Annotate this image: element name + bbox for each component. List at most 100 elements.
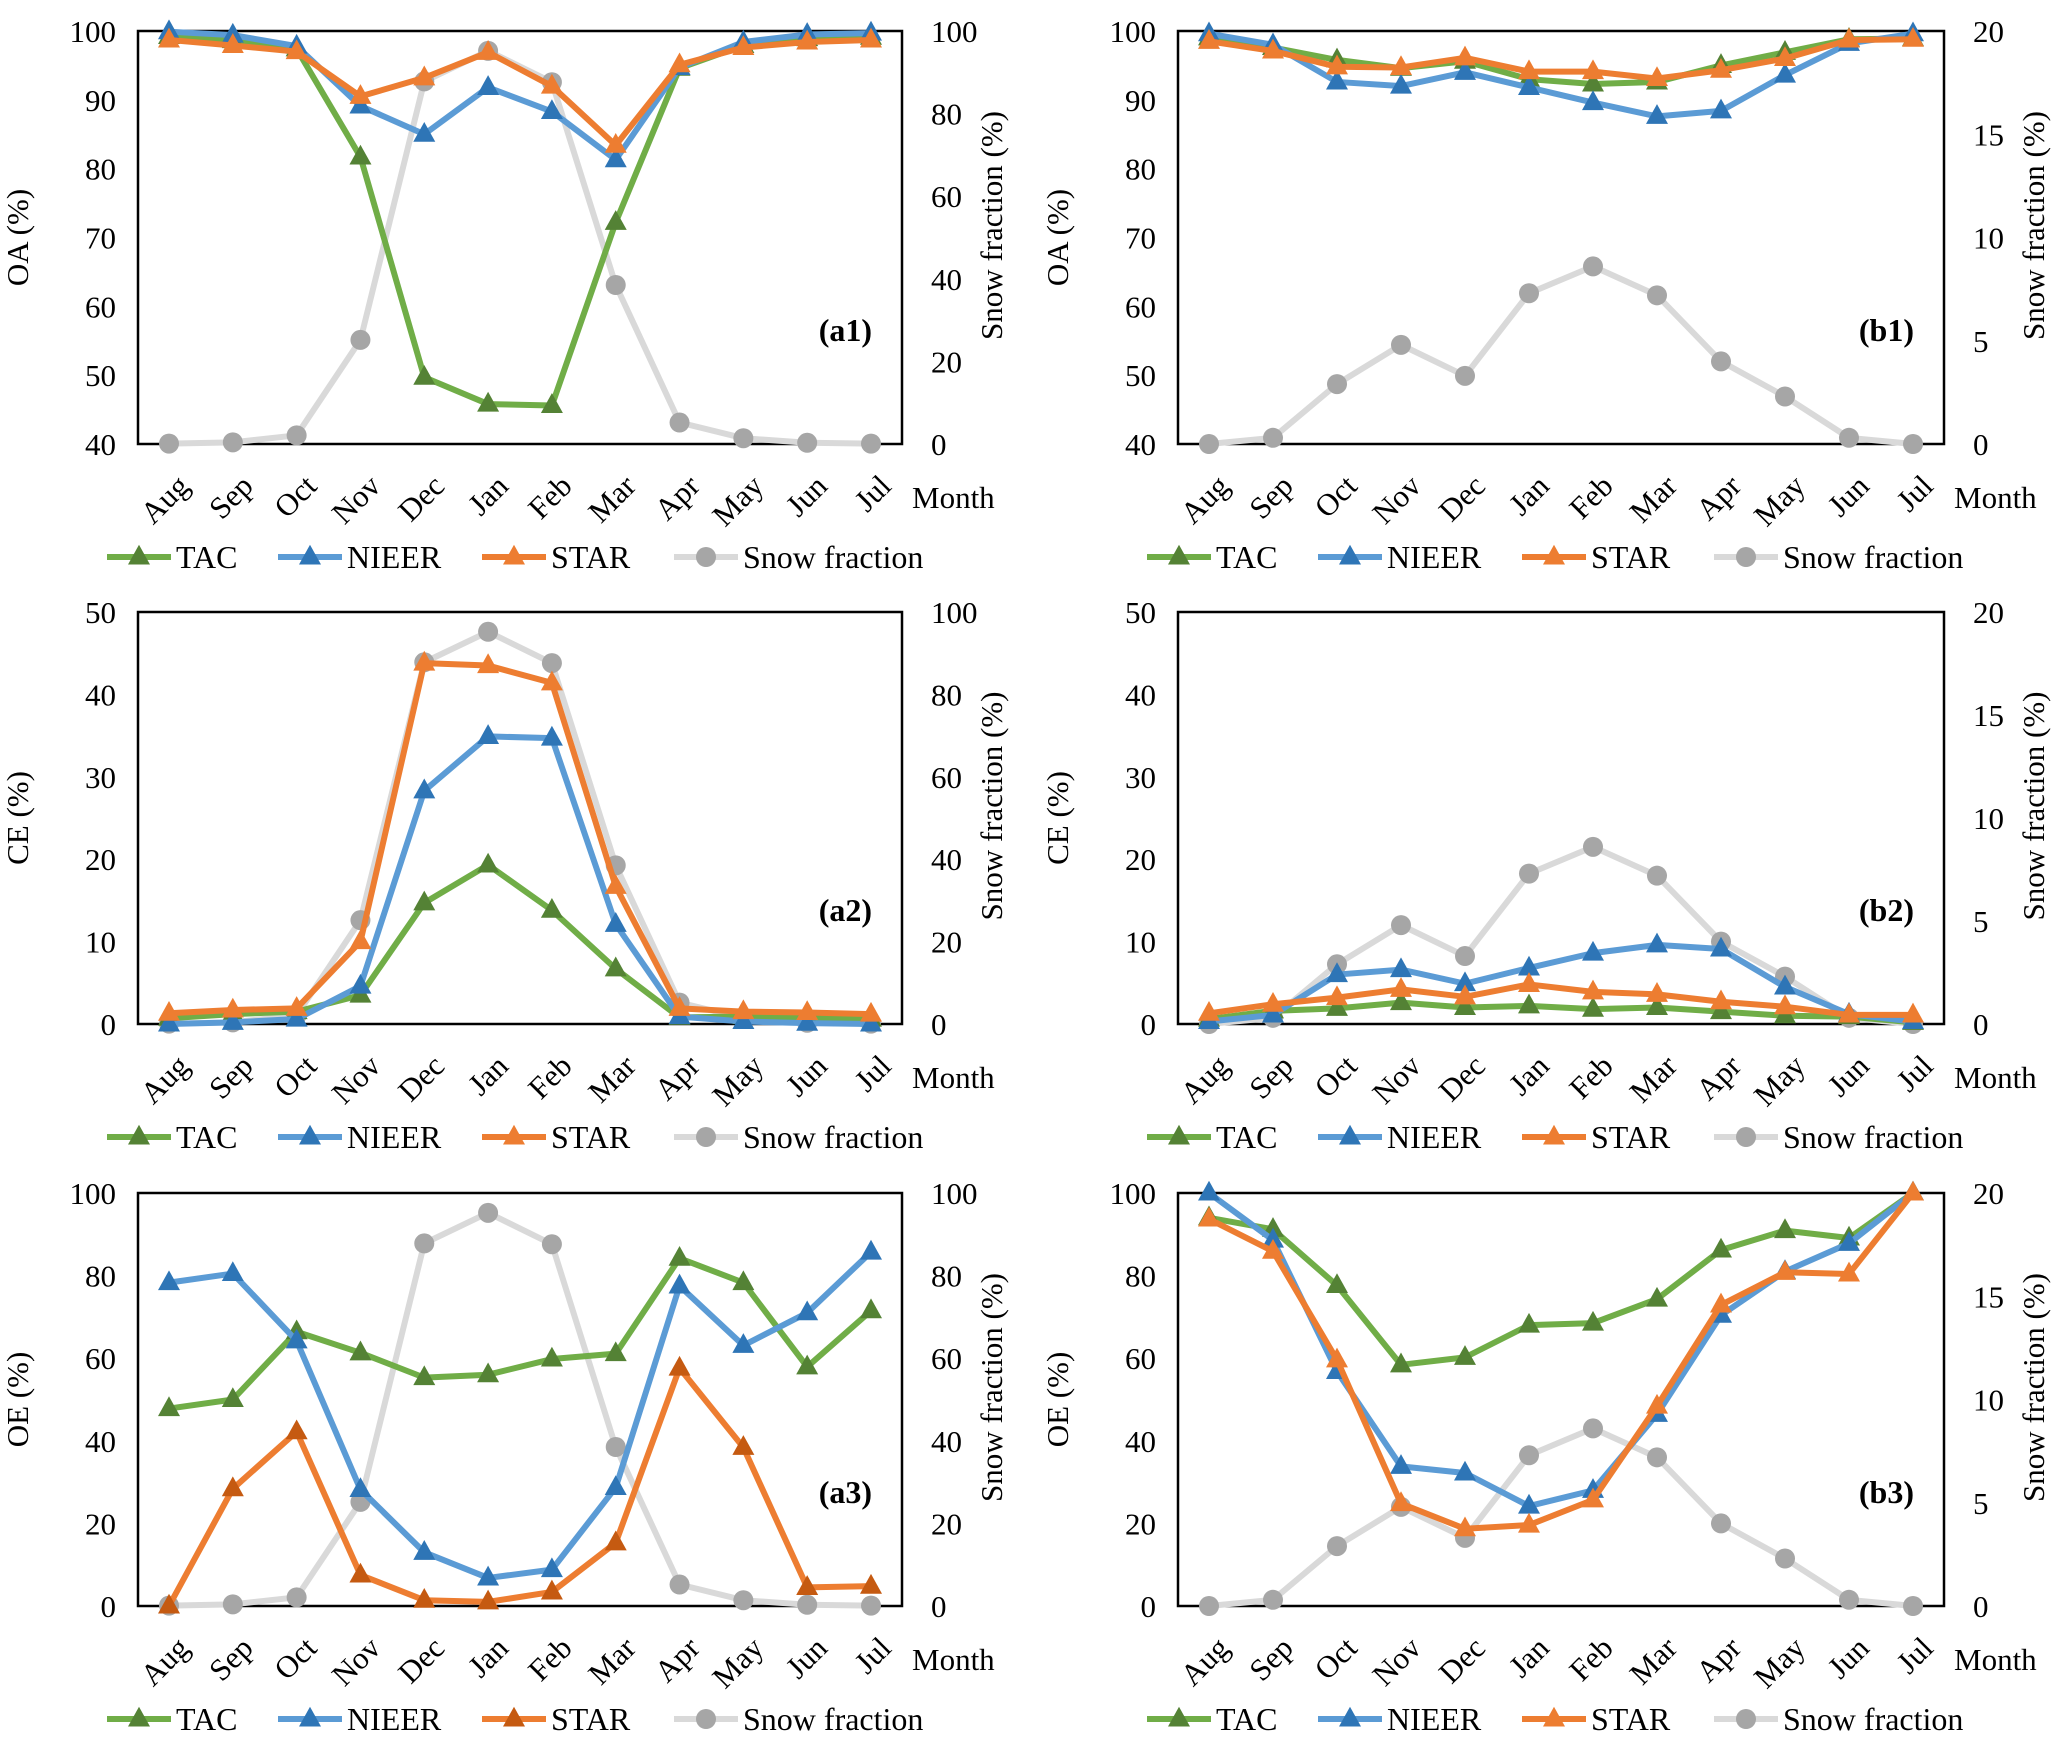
data-point	[1454, 45, 1476, 66]
series-line	[168, 1255, 873, 1412]
x-tick-label: Jan	[461, 1630, 515, 1684]
legend-marker-icon	[1543, 1706, 1565, 1727]
data-point	[285, 1006, 308, 1027]
x-tick-label: Oct	[1307, 1048, 1364, 1105]
legend-marker-icon	[1339, 1124, 1361, 1145]
data-point	[540, 670, 563, 691]
data-point	[1263, 1589, 1283, 1610]
legend-label: STAR	[1591, 539, 1671, 575]
series-line	[1208, 263, 1914, 447]
data-point	[350, 329, 371, 350]
y2-tick-label: 20	[931, 344, 962, 379]
y-tick-label: 0	[101, 1007, 117, 1042]
data-point	[1518, 1493, 1540, 1514]
data-point	[1455, 365, 1475, 386]
chart-panel-a2: 0 10 20 30 40 50 0 20 40 60 80 100 CE (%) Snow fracti…	[0, 595, 1009, 1155]
y2-axis-title: Snow fraction (%)	[974, 692, 1009, 921]
data-point	[413, 890, 436, 911]
data-point	[1646, 104, 1668, 124]
series-snow-fraction	[1199, 1418, 1923, 1616]
data-point	[1710, 1237, 1732, 1258]
plot-frame	[136, 610, 904, 1026]
series-star	[158, 27, 882, 153]
y-tick-label: 20	[85, 1506, 116, 1541]
x-tick-label: May	[1747, 468, 1812, 533]
x-tick-label: Jul	[1889, 468, 1939, 518]
data-point	[1263, 427, 1283, 448]
x-tick-label: Sep	[1242, 468, 1300, 526]
data-point	[1262, 1238, 1284, 1259]
data-point	[1326, 996, 1348, 1016]
legend-marker-icon	[503, 1124, 525, 1145]
data-point	[1390, 957, 1412, 978]
data-point	[1390, 1454, 1412, 1474]
y-tick-label: 50	[1125, 358, 1156, 393]
data-point	[1454, 984, 1476, 1005]
x-tick-label: Mar	[1623, 468, 1685, 530]
y-tick-label: 0	[101, 1589, 117, 1624]
series-nieer	[158, 724, 882, 1032]
chart-panel-b3: 0 20 40 60 80 100 0 5 10 15 20 OE (%) Snow fraction …	[1040, 1176, 2051, 1737]
y2-axis-title: Snow fraction (%)	[2016, 692, 2051, 921]
data-point	[349, 84, 372, 104]
legend: TAC NIEER STAR Snow fraction	[1147, 1701, 1963, 1737]
y2-tick-label: 10	[1973, 221, 2004, 256]
legend-item-nieer: NIEER	[278, 1701, 442, 1737]
data-point	[604, 874, 627, 894]
data-point	[861, 433, 881, 454]
data-point	[1198, 29, 1220, 49]
series-star	[1198, 26, 1924, 87]
data-point	[604, 1341, 627, 1362]
y2-tick-label: 0	[1973, 427, 1989, 462]
data-point	[1711, 351, 1731, 372]
series-line	[1208, 1425, 1914, 1609]
series-nieer	[1198, 932, 1924, 1030]
y2-tick-label: 0	[931, 1007, 947, 1042]
data-point	[477, 75, 500, 95]
legend-item-tac: TAC	[1147, 1701, 1277, 1737]
data-point	[668, 1273, 691, 1294]
x-tick-label: Mar	[581, 1048, 643, 1110]
y-axis-title: CE (%)	[0, 771, 35, 865]
x-tick-label: Jul	[847, 468, 897, 518]
data-point	[1454, 60, 1476, 80]
data-point	[1647, 285, 1667, 306]
chart-panel-b2: 0 10 20 30 40 50 0 5 10 15 20 CE (%) Snow fraction (…	[1040, 595, 2051, 1155]
data-point	[1583, 256, 1603, 277]
legend-marker-icon	[299, 1706, 321, 1727]
y-tick-label: 100	[70, 14, 117, 49]
y-tick-label: 20	[1125, 1506, 1156, 1541]
data-point	[285, 996, 308, 1016]
y2-tick-label: 80	[931, 1259, 962, 1294]
x-tick-label: Nov	[325, 468, 388, 531]
data-point	[1262, 38, 1284, 59]
legend-marker-icon	[1339, 1706, 1361, 1727]
data-point	[796, 1300, 819, 1321]
legend-label: NIEER	[1387, 1701, 1482, 1737]
data-point	[159, 433, 179, 454]
legend-item-tac: TAC	[107, 1701, 237, 1737]
data-point	[540, 725, 563, 746]
y-tick-label: 50	[85, 358, 116, 393]
series-line	[1208, 36, 1914, 82]
data-point	[1647, 1447, 1667, 1468]
data-point	[221, 22, 244, 43]
plot-frame	[1176, 610, 1946, 1026]
data-point	[1327, 374, 1347, 395]
data-point	[733, 428, 754, 449]
data-point	[477, 852, 500, 873]
x-tick-label: Sep	[202, 1048, 260, 1106]
y-tick-label: 20	[1125, 842, 1156, 877]
x-tick-label: Nov	[1365, 1048, 1428, 1111]
y2-tick-label: 15	[1973, 1279, 2004, 1314]
series-line	[168, 1209, 872, 1609]
data-point	[1582, 90, 1604, 111]
x-tick-label: Apr	[1689, 1630, 1748, 1689]
data-point	[732, 1435, 755, 1455]
x-tick-label: Jun	[1821, 1048, 1877, 1104]
data-point	[477, 1565, 500, 1586]
chart-panel-a1: 40 50 60 70 80 90 100 0 20 40 60 80 100 OA (%) Snow fr…	[0, 14, 1009, 575]
data-point	[1902, 1180, 1924, 1201]
y-tick-label: 60	[85, 289, 116, 324]
legend-item-star: STAR	[1522, 1119, 1671, 1155]
